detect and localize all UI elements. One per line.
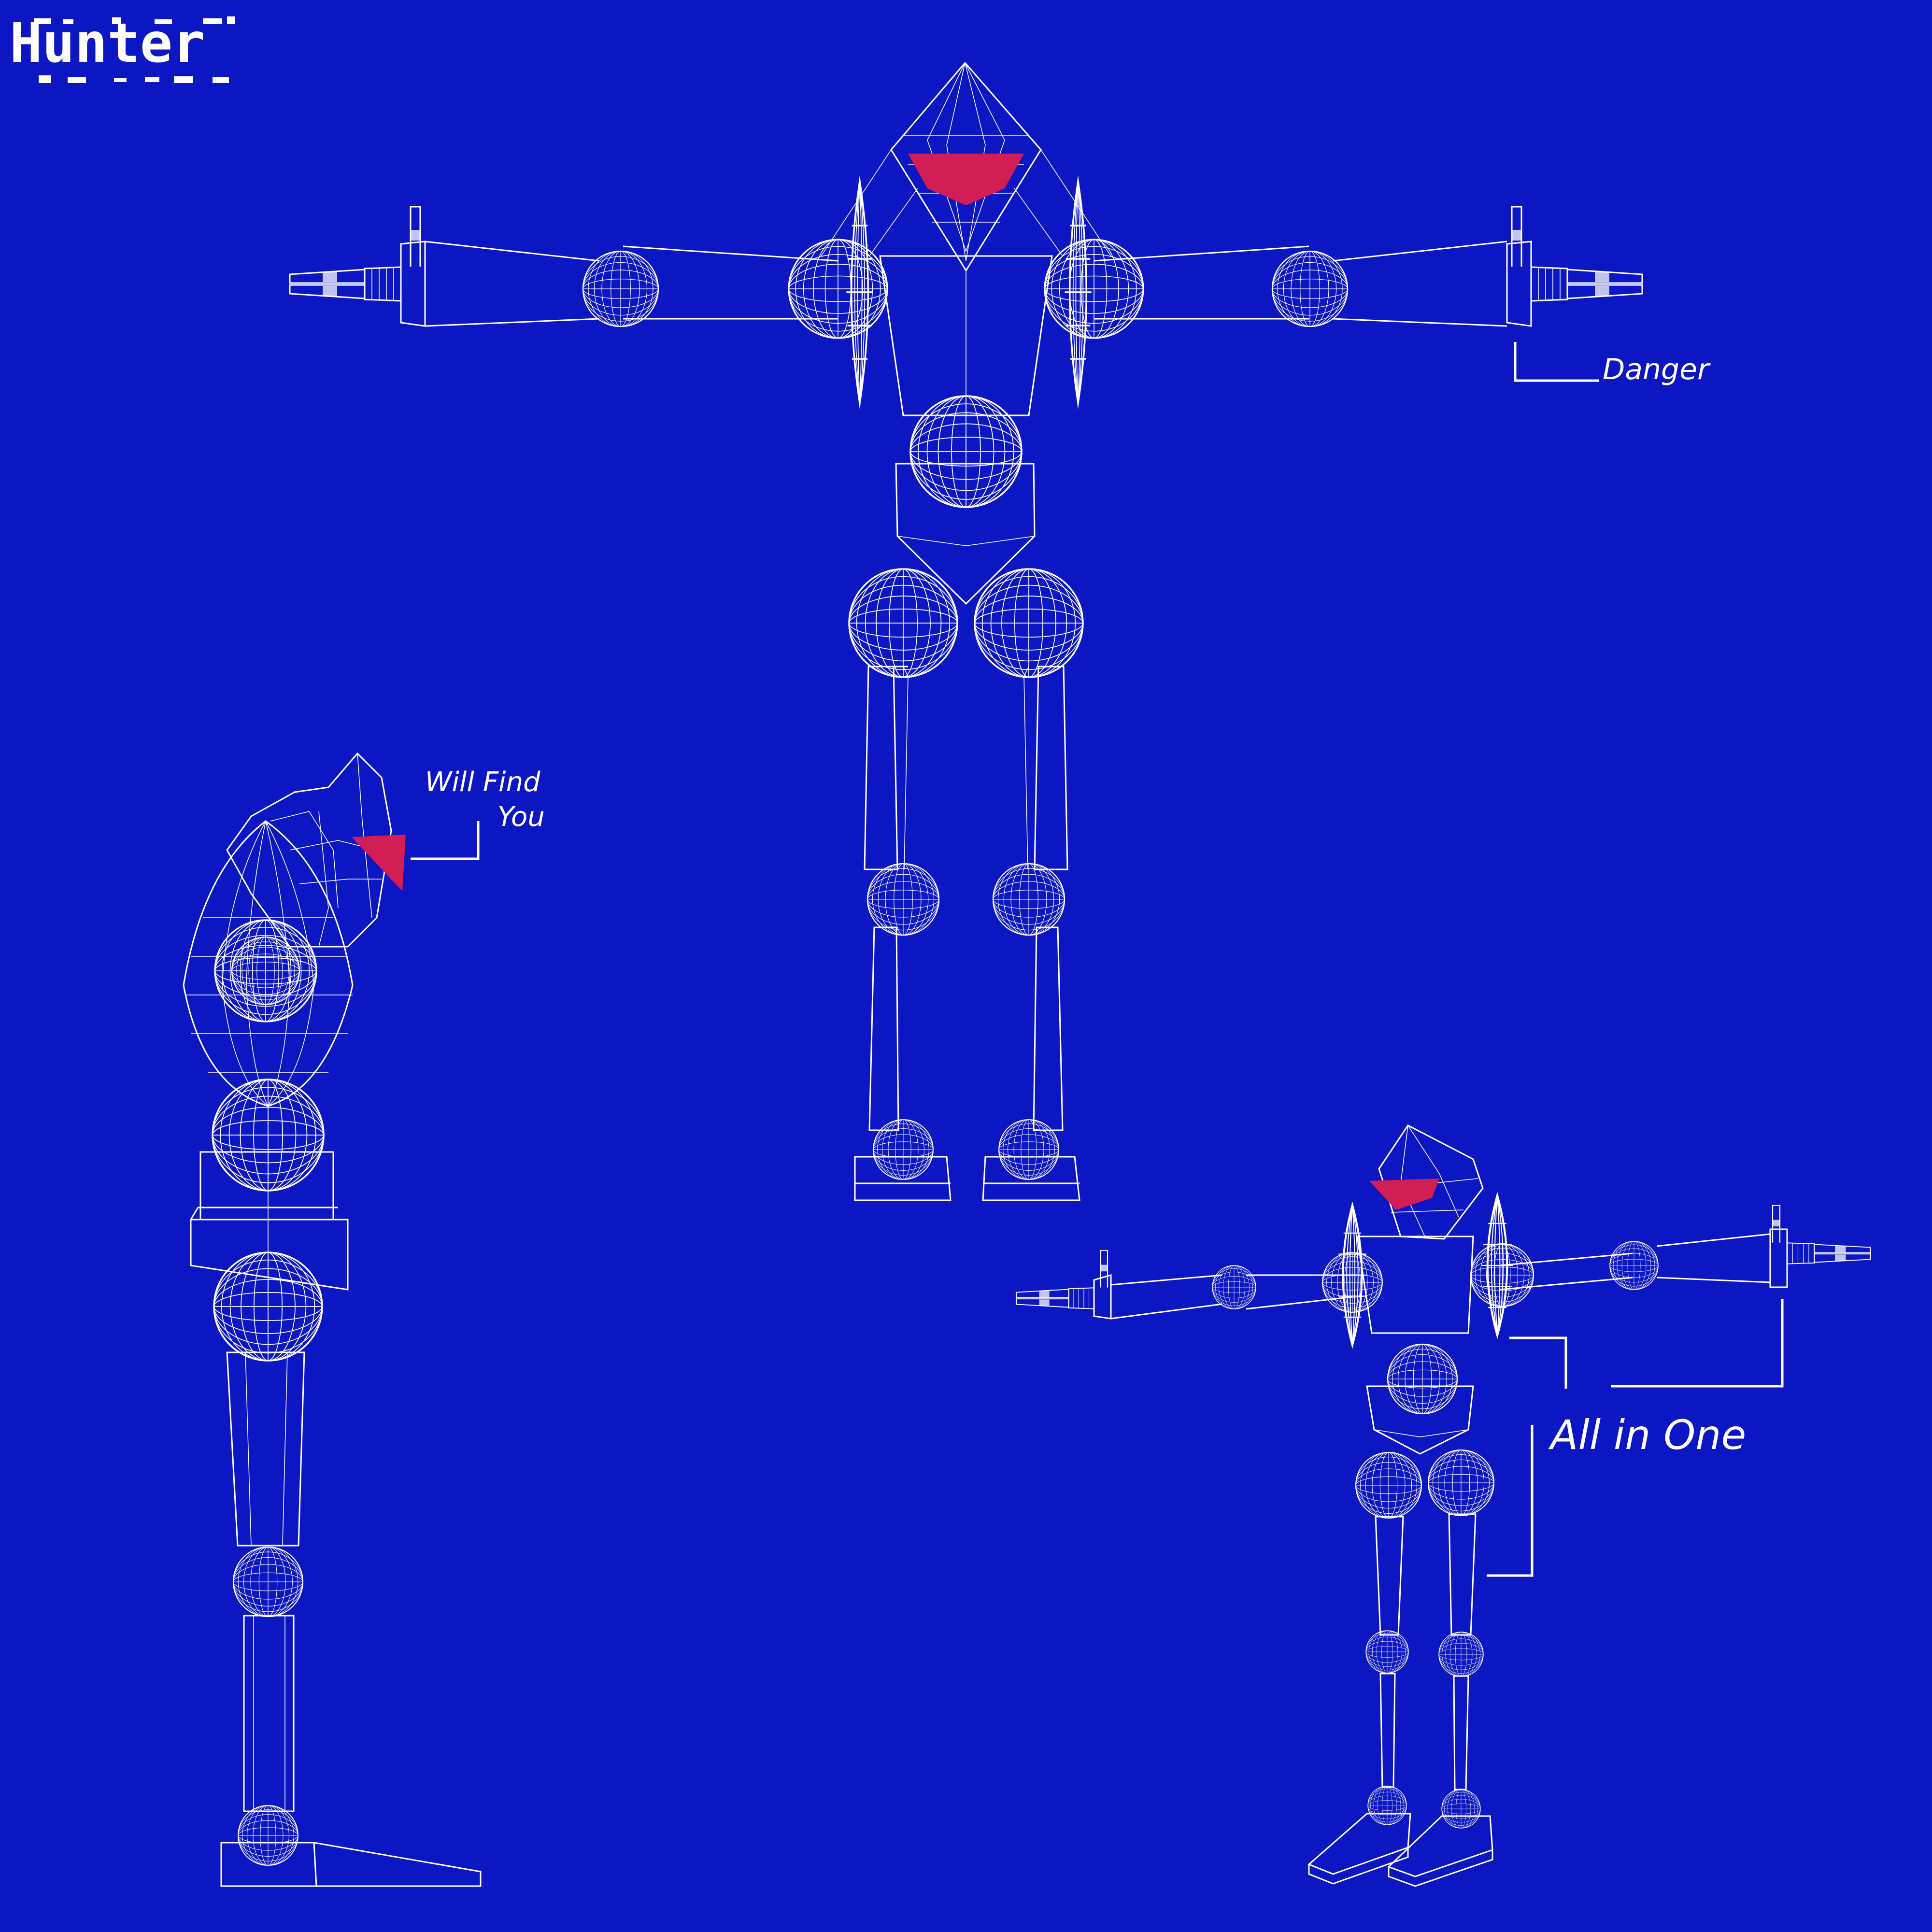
perspective-left-elbow [1212,1265,1256,1309]
perspective-left-hip [1355,1451,1422,1519]
robot-side-view [183,752,482,1887]
annotation-will-find-you: Will Find You [411,767,545,860]
perspective-right-foot [1387,1815,1493,1887]
front-right-blade [1065,181,1091,403]
front-left-shoulder [788,239,888,339]
perspective-right-elbow [1609,1241,1659,1290]
perspective-left-foot [1307,1813,1411,1885]
perspective-left-ankle [1367,1786,1407,1825]
side-chest-shell [183,820,354,1107]
front-left-blade [846,181,873,403]
perspective-waist-joint [1387,1343,1458,1415]
front-left-ankle [873,1119,934,1180]
perspective-right-ankle [1441,1789,1481,1829]
side-ankle [238,1805,298,1866]
annotation-danger: Danger [1514,342,1711,386]
all-in-one-leader-hand [1611,1299,1784,1388]
front-left-foot [854,1156,952,1201]
side-pelvis [190,1207,349,1291]
front-visor [908,154,1024,205]
front-right-elbow [1271,250,1349,327]
all-in-one-leader-leg [1487,1425,1534,1577]
robot-perspective-view [1015,1124,1871,1887]
danger-label: Danger [1603,353,1711,386]
robot-front-view [289,61,1643,1201]
hunter-logo: Hunter [10,12,235,83]
annotation-all-in-one: All in One [1487,1299,1784,1577]
front-right-shoulder [1044,239,1144,339]
danger-leader-line [1514,342,1599,382]
front-left-elbow [582,250,659,327]
front-left-hip [848,568,958,678]
you-label: You [497,801,545,833]
side-hip [213,1251,323,1362]
perspective-right-hip [1427,1449,1495,1517]
perspective-right-knee [1438,1632,1484,1677]
front-right-hip [974,568,1084,678]
side-visor [352,835,406,891]
will-find-label: Will Find [425,767,540,798]
perspective-left-shoulder [1322,1252,1383,1313]
side-knee [232,1546,304,1618]
front-chest [879,255,1053,416]
will-find-leader-line [411,821,480,860]
perspective-left-blade [1337,1205,1367,1345]
front-right-foot [982,1156,1080,1201]
front-pelvis [895,463,1036,605]
front-head [821,61,1111,272]
perspective-head [1369,1124,1484,1240]
perspective-left-knee [1365,1630,1409,1674]
front-left-knee [867,863,940,936]
logo-glitch-marks [34,16,235,83]
perspective-visor [1369,1179,1439,1210]
all-in-one-leader-shoulder [1509,1336,1567,1389]
front-right-ankle [998,1119,1059,1180]
front-right-knee [992,863,1065,936]
front-waist-joint [909,395,1023,508]
all-in-one-label: All in One [1548,1411,1746,1459]
side-foot [220,1842,482,1887]
perspective-right-blade [1482,1195,1513,1335]
